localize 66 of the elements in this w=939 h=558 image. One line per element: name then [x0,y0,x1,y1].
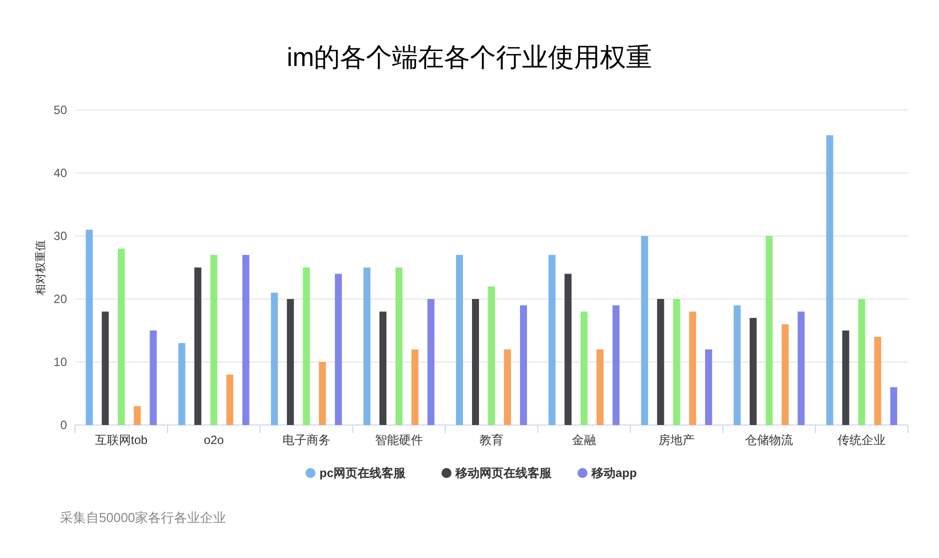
bar [580,312,588,425]
bar [86,230,93,425]
bar [178,343,186,425]
x-tick-label: 房地产 [658,433,695,447]
bar [750,318,757,425]
bar [488,286,495,425]
x-tick-label: 教育 [480,433,504,447]
chart-title: im的各个端在各个行业使用权重 [286,42,652,72]
bar [890,387,898,425]
bar [564,274,572,425]
bar [858,299,866,425]
bar [379,312,386,425]
bar [150,330,157,425]
bar [334,274,342,425]
x-tick-label: 传统企业 [838,433,886,447]
bar [798,312,805,425]
bar [102,312,109,425]
bar [427,299,434,425]
legend-label: pc网页在线客服 [320,466,407,480]
x-tick-label: 电子商务 [282,433,330,447]
bar [766,236,773,425]
bar [842,330,850,425]
x-tick-label: 仓储物流 [745,433,794,447]
y-axis-title: 相对权重值 [34,240,47,295]
bar [874,336,882,425]
bar [826,135,834,425]
bar [782,324,789,425]
y-tick-label: 50 [54,103,68,117]
bar [318,362,326,425]
bar [596,349,604,425]
legend-label: 移动app [590,466,637,480]
bar [673,299,680,425]
x-tick-label: 互联网tob [94,433,148,447]
bar [210,254,218,425]
y-tick-label: 0 [60,418,68,432]
bar [118,248,125,425]
bar [520,305,527,425]
x-tick-label: 金融 [572,433,596,447]
y-tick-label: 40 [54,166,68,180]
bar [641,236,648,425]
y-tick-label: 20 [54,292,68,306]
bar [705,349,712,425]
bar [286,299,294,425]
bar [657,299,664,425]
bar [226,374,234,425]
bar [134,406,141,425]
y-tick-label: 30 [54,229,68,243]
bar [612,305,620,425]
bar [270,292,278,425]
bar [689,312,696,425]
bar [302,268,310,425]
bar [194,268,202,425]
legend-label: 移动网页在线客服 [454,466,552,480]
x-tick-label: 智能硬件 [374,433,423,447]
bar [363,268,370,425]
x-tick-label: o2o [204,433,224,447]
bar [504,349,511,425]
y-tick-label: 10 [54,355,68,369]
bar [395,268,402,425]
bar [456,254,463,425]
bar [411,349,418,425]
bar [734,305,741,425]
bar [548,254,556,425]
bar [472,299,479,425]
bar [242,254,250,425]
text: 采集自50000家各行各业企业 [60,510,226,525]
